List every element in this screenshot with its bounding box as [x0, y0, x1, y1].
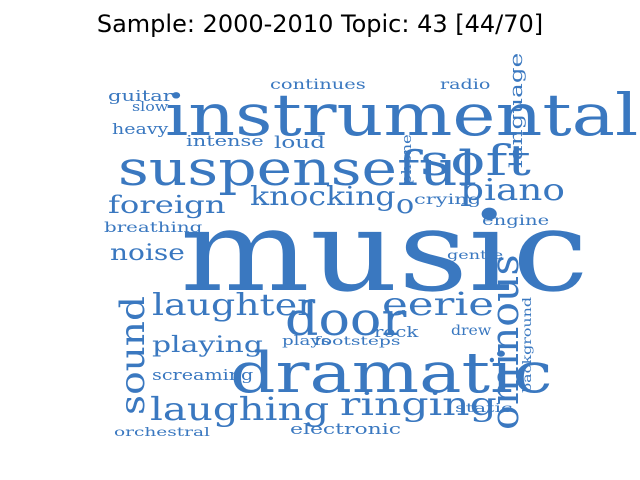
cloud-word: orchestral: [114, 425, 210, 439]
cloud-word: crying: [414, 192, 481, 208]
cloud-word: electronic: [290, 420, 401, 438]
cloud-word: language: [506, 53, 527, 168]
cloud-word: plays: [282, 334, 330, 349]
cloud-word: soft: [420, 136, 531, 185]
page-title: Sample: 2000-2010 Topic: 43 [44/70]: [96, 10, 544, 38]
cloud-word: rock: [374, 323, 420, 341]
cloud-word: eerie: [382, 285, 494, 323]
cloud-word: sound: [113, 296, 153, 415]
cloud-word: piano: [460, 173, 565, 208]
cloud-word: loud: [274, 133, 325, 153]
cloud-word: engine: [482, 213, 549, 229]
cloud-word: breathing: [104, 220, 202, 236]
cloud-word: ringing: [340, 385, 497, 423]
cloud-word: knocking: [250, 182, 396, 212]
cloud-word: ominous: [483, 254, 527, 430]
cloud-word: door: [285, 292, 406, 346]
cloud-word: instrumental: [165, 81, 638, 149]
cloud-word: gentle: [447, 248, 503, 262]
cloud-word: music: [180, 187, 589, 317]
cloud-word: static: [455, 401, 513, 415]
cloud-word: laughter: [152, 288, 316, 323]
cloud-word: noise: [110, 241, 185, 266]
cloud-word: playing: [152, 333, 263, 358]
cloud-word: drew: [451, 323, 491, 339]
cloud-word: heavy: [112, 120, 169, 138]
cloud-word: dramatic: [230, 341, 553, 406]
cloud-word: laughing: [150, 390, 329, 428]
cloud-word: suspenseful: [118, 141, 477, 197]
cloud-word: phone: [400, 134, 415, 185]
cloud-word: guitar: [108, 87, 174, 105]
cloud-word: intense: [186, 132, 264, 150]
cloud-word: footsteps: [314, 334, 400, 348]
cloud-word: background: [520, 297, 534, 393]
cloud-word: screaming: [152, 366, 254, 384]
cloud-word: slow: [132, 100, 168, 115]
cloud-word: continues: [270, 77, 366, 93]
cloud-word: radio: [440, 77, 490, 93]
cloud-word: foreign: [108, 191, 226, 219]
cloud-word: o: [396, 190, 414, 220]
